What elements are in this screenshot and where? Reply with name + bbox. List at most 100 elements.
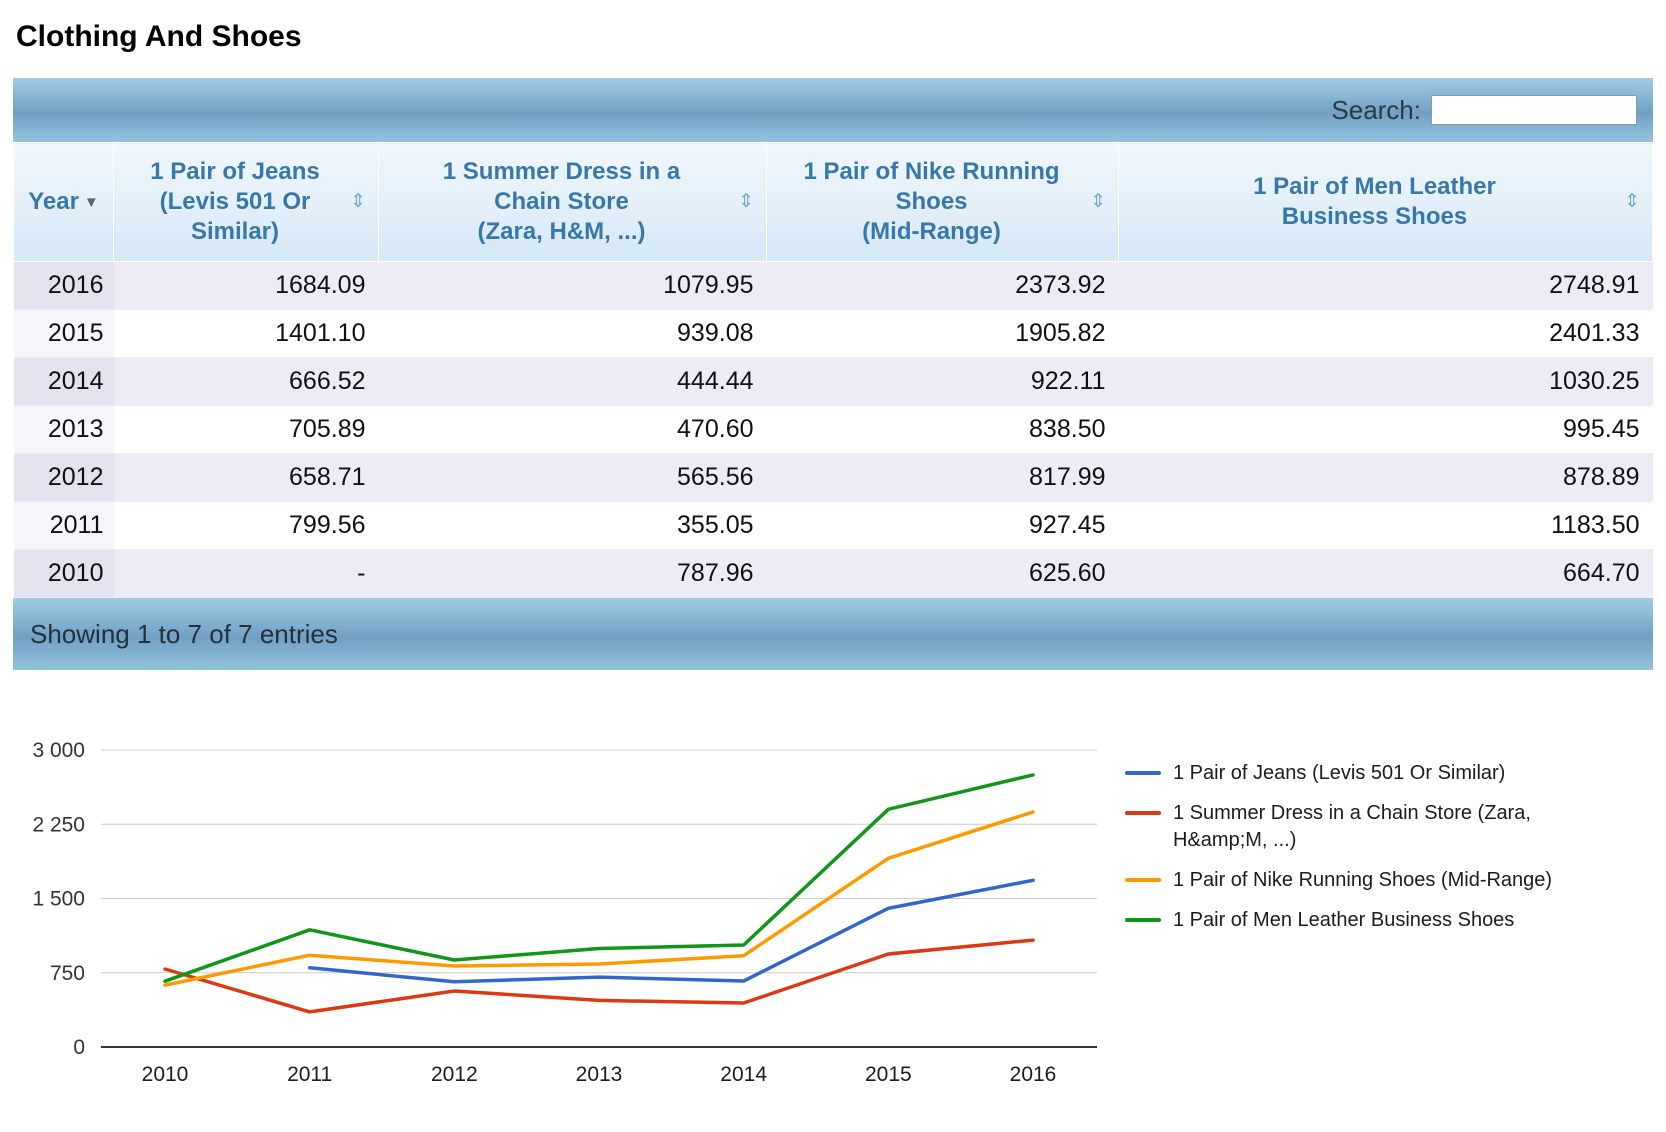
table-row: 2013 705.89 470.60 838.50 995.45 [13, 405, 1653, 454]
x-tick-label: 2012 [431, 1063, 478, 1086]
year-cell: 2016 [13, 261, 114, 310]
value-cell: 838.50 [766, 405, 1119, 454]
x-tick-label: 2011 [287, 1063, 332, 1086]
y-tick-label: 3 000 [32, 739, 85, 762]
chart-section: 0 750 1 500 2 250 3 000 2010 2011 2012 2013 2014 2… [13, 732, 1653, 1097]
sort-both-icon: ⇕ [1624, 191, 1640, 213]
year-cell: 2013 [13, 405, 114, 454]
column-header-label: Year [28, 188, 79, 215]
column-header-label: 1 Summer Dress in a Chain Store (Zara, H… [442, 158, 681, 245]
table-row: 2011 799.56 355.05 927.45 1183.50 [13, 501, 1653, 550]
value-cell: 1079.95 [378, 261, 767, 310]
table-row: 2016 1684.09 1079.95 2373.92 2748.91 [13, 261, 1653, 310]
search-label: Search: [1331, 94, 1421, 125]
legend-line-swatch [1125, 811, 1161, 815]
table-row: 2015 1401.10 939.08 1905.82 2401.33 [13, 309, 1653, 358]
legend-line-swatch [1125, 878, 1161, 882]
year-cell: 2011 [13, 501, 114, 550]
sort-both-icon: ⇕ [738, 191, 754, 213]
y-tick-label: 1 500 [32, 888, 85, 911]
legend-item: 1 Pair of Nike Running Shoes (Mid-Range) [1125, 867, 1595, 894]
value-cell: 2748.91 [1118, 261, 1653, 310]
page-title: Clothing And Shoes [16, 20, 302, 53]
value-cell: 664.70 [1118, 549, 1653, 598]
value-cell: 1030.25 [1118, 357, 1653, 406]
legend-item: 1 Pair of Men Leather Business Shoes [1125, 907, 1595, 934]
value-cell: 939.08 [378, 309, 767, 358]
value-cell: 799.56 [113, 501, 379, 550]
legend-line-swatch [1125, 771, 1161, 775]
series-line [163, 810, 1035, 987]
value-cell: 2373.92 [766, 261, 1119, 310]
y-tick-label: 750 [50, 962, 85, 985]
sort-desc-icon: ▼ [83, 194, 99, 211]
year-cell: 2014 [13, 357, 114, 406]
legend-label: 1 Pair of Nike Running Shoes (Mid-Range) [1173, 869, 1553, 891]
x-tick-label: 2016 [1010, 1063, 1057, 1086]
x-tick-label: 2010 [142, 1063, 189, 1086]
value-cell: 787.96 [378, 549, 767, 598]
entries-status: Showing 1 to 7 of 7 entries [30, 618, 338, 649]
table-body: 2016 1684.09 1079.95 2373.92 2748.91 2015 1401… [13, 261, 1653, 598]
value-cell: 878.89 [1118, 453, 1653, 502]
search-input[interactable] [1431, 95, 1637, 125]
value-cell: 1401.10 [113, 309, 379, 358]
column-header-nike-shoes[interactable]: 1 Pair of Nike Running Shoes (Mid-Range)… [766, 142, 1119, 262]
legend-item: 1 Summer Dress in a Chain Store (Zara, H… [1125, 800, 1595, 854]
chart-legend: 1 Pair of Jeans (Levis 501 Or Similar) 1 … [1125, 732, 1595, 947]
column-header-jeans[interactable]: 1 Pair of Jeans (Levis 501 Or Similar) ⇕ [113, 142, 379, 262]
value-cell: 625.60 [766, 549, 1119, 598]
legend-label: 1 Pair of Jeans (Levis 501 Or Similar) [1173, 762, 1506, 784]
value-cell: 565.56 [378, 453, 767, 502]
column-header-year[interactable]: Year ▼ [13, 142, 114, 262]
value-cell: 817.99 [766, 453, 1119, 502]
value-cell: 995.45 [1118, 405, 1653, 454]
datatable-widget: Search: Year ▼ 1 Pair of Jeans (Levis 501… [13, 78, 1653, 670]
sort-both-icon: ⇕ [350, 191, 366, 213]
value-cell: 1684.09 [113, 261, 379, 310]
legend-item: 1 Pair of Jeans (Levis 501 Or Similar) [1125, 760, 1595, 787]
table-row: 2010-787.96 625.60 664.70 [13, 549, 1653, 598]
column-header-label: 1 Pair of Nike Running Shoes (Mid-Range) [803, 158, 1060, 245]
table-toolbar: Search: [13, 78, 1653, 142]
x-tick-label: 2013 [576, 1063, 623, 1086]
header-row: Year ▼ 1 Pair of Jeans (Levis 501 Or Simi… [13, 142, 1653, 262]
legend-line-swatch [1125, 918, 1161, 922]
table-footer: Showing 1 to 7 of 7 entries [13, 598, 1653, 670]
column-header-leather-shoes[interactable]: 1 Pair of Men Leather Business Shoes ⇕ [1118, 142, 1653, 262]
y-tick-label: 0 [73, 1036, 85, 1059]
value-cell: 666.52 [113, 357, 379, 406]
table-row: 2012 658.71 565.56 817.99 878.89 [13, 453, 1653, 502]
value-cell: 444.44 [378, 357, 767, 406]
x-tick-label: 2015 [865, 1063, 912, 1086]
value-cell: 1905.82 [766, 309, 1119, 358]
x-tick-label: 2014 [720, 1063, 767, 1086]
value-cell: 927.45 [766, 501, 1119, 550]
year-cell: 2015 [13, 309, 114, 358]
data-table: Year ▼ 1 Pair of Jeans (Levis 501 Or Simi… [13, 142, 1653, 598]
year-cell: 2010 [13, 549, 114, 598]
series-line [307, 878, 1035, 984]
value-cell: 2401.33 [1118, 309, 1653, 358]
value-cell: 705.89 [113, 405, 379, 454]
sort-both-icon: ⇕ [1090, 191, 1106, 213]
value-cell: - [113, 549, 379, 598]
year-cell: 2012 [13, 453, 114, 502]
value-cell: 470.60 [378, 405, 767, 454]
column-header-label: 1 Pair of Men Leather Business Shoes [1253, 173, 1496, 230]
column-header-label: 1 Pair of Jeans (Levis 501 Or Similar) [150, 158, 320, 245]
table-row: 2014 666.52 444.44 922.11 1030.25 [13, 357, 1653, 406]
column-header-summer-dress[interactable]: 1 Summer Dress in a Chain Store (Zara, H… [378, 142, 767, 262]
value-cell: 1183.50 [1118, 501, 1653, 550]
y-tick-label: 2 250 [32, 813, 85, 836]
legend-label: 1 Summer Dress in a Chain Store (Zara, H… [1173, 802, 1531, 851]
series-line [163, 938, 1035, 1014]
table-header: Year ▼ 1 Pair of Jeans (Levis 501 Or Simi… [13, 142, 1653, 262]
price-line-chart: 0 750 1 500 2 250 3 000 2010 2011 2012 2013 2014 2… [32, 739, 1097, 1086]
value-cell: 922.11 [766, 357, 1119, 406]
value-cell: 658.71 [113, 453, 379, 502]
value-cell: 355.05 [378, 501, 767, 550]
series-line [163, 773, 1035, 983]
legend-label: 1 Pair of Men Leather Business Shoes [1173, 909, 1515, 931]
